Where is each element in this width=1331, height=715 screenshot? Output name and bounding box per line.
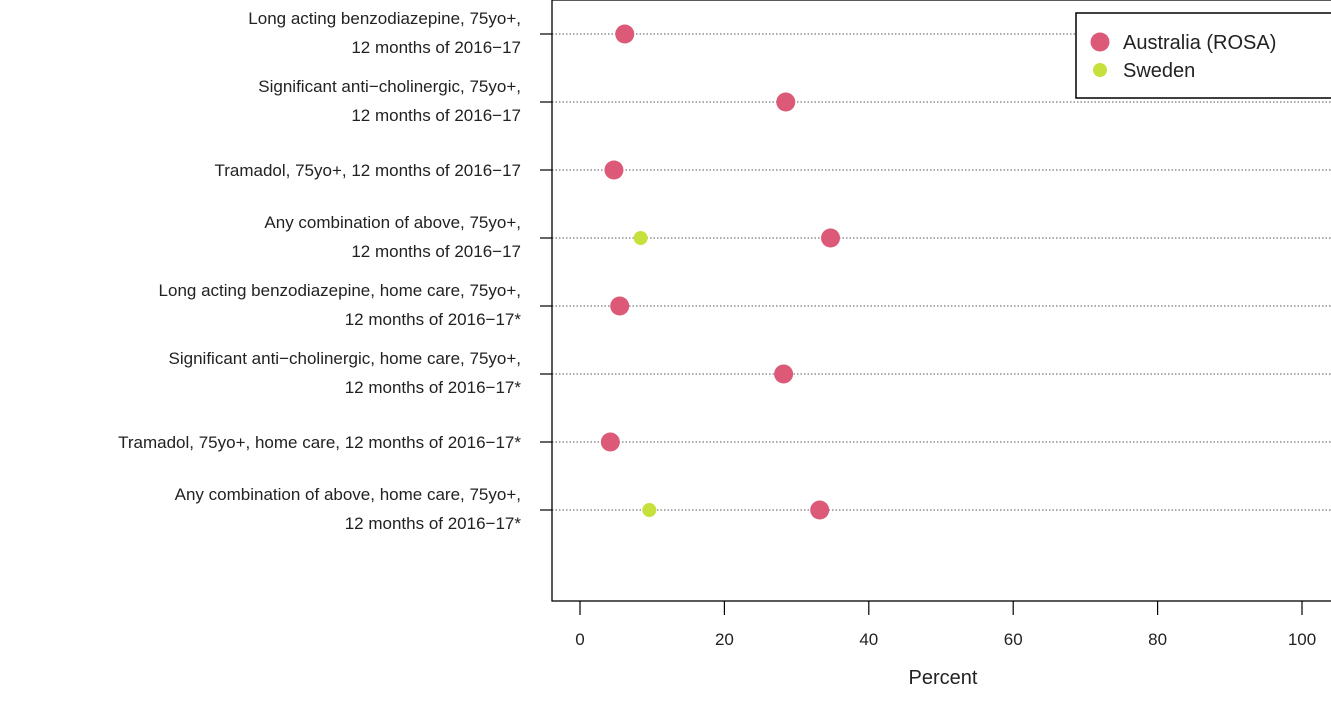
x-tick-label: 40	[859, 630, 878, 649]
legend: Australia (ROSA) Sweden	[1076, 13, 1331, 98]
australia-point	[615, 25, 634, 44]
legend-label: Sweden	[1123, 60, 1195, 82]
category-label: Long acting benzodiazepine, home care, 7…	[159, 281, 522, 329]
category-label: Tramadol, 75yo+, 12 months of 2016−17	[214, 161, 521, 180]
legend-box	[1076, 13, 1331, 98]
x-tick-label: 0	[575, 630, 584, 649]
x-tick-label: 80	[1148, 630, 1167, 649]
x-tick-label: 60	[1004, 630, 1023, 649]
legend-label: Australia (ROSA)	[1123, 32, 1276, 54]
category-label: Tramadol, 75yo+, home care, 12 months of…	[118, 433, 521, 452]
x-tick-label: 20	[715, 630, 734, 649]
australia-point	[774, 365, 793, 384]
x-axis: 0 20 40 60 80 100	[575, 601, 1316, 649]
category-label: Long acting benzodiazepine, 75yo+, 12 mon…	[248, 9, 521, 57]
sweden-point	[642, 503, 656, 517]
legend-marker	[1093, 63, 1107, 77]
australia-point	[601, 433, 620, 452]
x-tick-label: 100	[1288, 630, 1316, 649]
australia-point	[776, 93, 795, 112]
sweden-point	[634, 231, 648, 245]
x-axis-title: Percent	[909, 667, 978, 689]
category-labels: Long acting benzodiazepine, 75yo+, 12 mon…	[118, 9, 521, 533]
gridlines	[540, 34, 1331, 510]
category-label: Any combination of above, 75yo+, 12 month…	[264, 213, 521, 261]
category-label: Significant anti−cholinergic, home care,…	[169, 349, 522, 397]
data-points	[601, 25, 840, 520]
australia-point	[610, 297, 629, 316]
australia-point	[821, 229, 840, 248]
legend-marker	[1091, 33, 1110, 52]
category-label: Significant anti−cholinergic, 75yo+, 12 m…	[258, 77, 521, 125]
australia-point	[810, 501, 829, 520]
australia-point	[604, 161, 623, 180]
category-label: Any combination of above, home care, 75y…	[175, 485, 522, 533]
